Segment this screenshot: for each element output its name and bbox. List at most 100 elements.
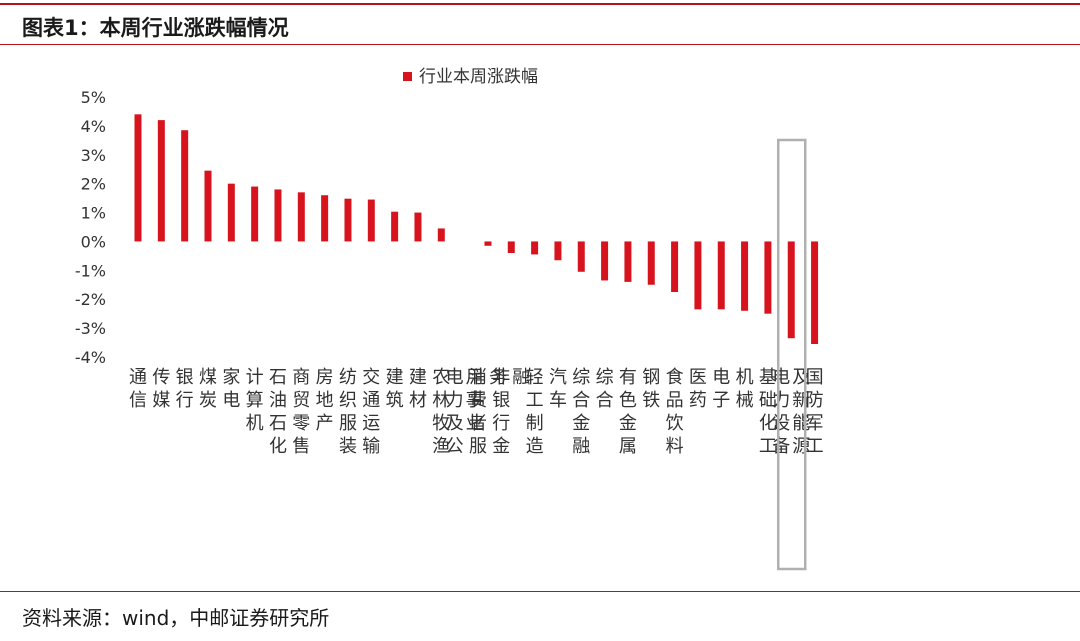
bar xyxy=(134,114,142,242)
svg-text:电子: 电子 xyxy=(712,367,730,411)
x-tick-label: 机械 xyxy=(736,367,754,411)
bar xyxy=(671,241,679,292)
y-tick-label: 2% xyxy=(81,175,106,194)
svg-text:融: 融 xyxy=(512,367,530,388)
y-tick-label: -1% xyxy=(75,261,106,280)
bar xyxy=(717,241,725,310)
top-rule xyxy=(0,3,1080,5)
x-tick-label: 计算机 xyxy=(246,367,264,434)
svg-text:计算机: 计算机 xyxy=(246,367,264,434)
x-tick-label: 交通运输 xyxy=(362,367,380,457)
y-tick-label: 3% xyxy=(81,146,106,165)
bar xyxy=(554,241,562,261)
svg-text:钢铁: 钢铁 xyxy=(642,367,660,411)
svg-text:轻工制造: 轻工制造 xyxy=(526,367,544,457)
x-tick-label: 综合 xyxy=(596,367,614,411)
legend-label: 行业本周涨跌幅 xyxy=(419,67,538,87)
svg-text:家电: 家电 xyxy=(222,367,240,411)
svg-text:电力设备: 电力设备 xyxy=(772,367,790,457)
source-note: 资料来源：wind，中邮证券研究所 xyxy=(22,606,330,630)
bar xyxy=(647,241,655,285)
svg-text:国防军工: 国防军工 xyxy=(806,367,824,457)
bar xyxy=(344,198,352,242)
svg-text:银行: 银行 xyxy=(176,367,194,411)
bar xyxy=(624,241,632,282)
svg-text:石油石化: 石油石化 xyxy=(269,367,287,457)
bar xyxy=(484,241,492,246)
svg-text:医药: 医药 xyxy=(689,367,707,411)
y-tick-label: -2% xyxy=(75,290,106,309)
x-tick-label: 煤炭 xyxy=(199,367,217,411)
bar xyxy=(741,241,749,311)
svg-text:农林牧渔: 农林牧渔 xyxy=(432,367,450,457)
bottom-rule xyxy=(0,591,1080,592)
svg-text:务: 务 xyxy=(489,367,507,388)
x-tick-label: 医药 xyxy=(689,367,707,411)
bar xyxy=(694,241,702,310)
bar xyxy=(787,241,795,339)
svg-text:房地产: 房地产 xyxy=(316,367,334,434)
bar xyxy=(227,183,235,242)
y-tick-label: -4% xyxy=(75,348,106,367)
y-tick-label: 4% xyxy=(81,117,106,136)
x-tick-label: 国防军工 xyxy=(806,367,824,457)
legend-swatch xyxy=(403,72,412,81)
svg-text:电力及公: 电力及公 xyxy=(446,367,464,457)
bar xyxy=(391,211,399,242)
bar xyxy=(507,241,515,253)
bar xyxy=(367,199,375,242)
x-tick-label: 银行 xyxy=(176,367,194,411)
x-tick-label: 轻工制造 xyxy=(526,367,544,457)
y-tick-label: -3% xyxy=(75,319,106,338)
svg-text:汽车: 汽车 xyxy=(549,367,567,411)
x-tick-label: 石油石化 xyxy=(269,367,287,457)
x-tick-label: 电子 xyxy=(712,367,730,411)
y-tick-label: 0% xyxy=(81,232,106,251)
x-tick-label: 纺织服装 xyxy=(339,367,357,457)
svg-text:传媒: 传媒 xyxy=(152,367,170,411)
svg-text:纺织服装: 纺织服装 xyxy=(339,367,357,457)
svg-text:综合金融: 综合金融 xyxy=(572,367,590,457)
bar xyxy=(414,212,422,242)
bar-chart: 行业本周涨跌幅 5% 4% 3% 2% 1% 0% -1% -2% -3% -4% 通信传媒银行煤炭家… xyxy=(75,67,824,571)
x-tick-label: 基础化工 xyxy=(759,367,777,457)
bar xyxy=(204,170,212,242)
svg-text:建筑: 建筑 xyxy=(386,367,404,411)
svg-text:机械: 机械 xyxy=(736,367,754,411)
bar xyxy=(251,186,259,242)
x-tick-label: 钢铁 xyxy=(642,367,660,411)
bar xyxy=(531,241,539,255)
svg-text:煤炭: 煤炭 xyxy=(199,367,217,411)
chart-title: 图表1：本周行业涨跌幅情况 xyxy=(22,16,289,40)
svg-text:消费者服: 消费者服 xyxy=(469,367,487,457)
x-tick-label: 汽车 xyxy=(549,367,567,411)
y-tick-label: 1% xyxy=(81,204,106,223)
svg-text:建材: 建材 xyxy=(409,367,427,411)
x-tick-label: 通信 xyxy=(129,367,147,411)
x-tick-label: 家电 xyxy=(222,367,240,411)
y-tick-label: 5% xyxy=(81,88,106,107)
x-tick-label: 综合金融 xyxy=(572,367,590,457)
bar xyxy=(157,120,165,242)
svg-text:交通运输: 交通运输 xyxy=(362,367,380,457)
x-tick-label: 农林牧渔 xyxy=(432,367,450,457)
bar xyxy=(601,241,609,281)
bar xyxy=(297,192,305,242)
bar xyxy=(437,228,445,242)
bar xyxy=(811,241,819,344)
x-tick-label: 传媒 xyxy=(152,367,170,411)
svg-text:商贸零售: 商贸零售 xyxy=(292,367,310,457)
x-tick-label: 建筑 xyxy=(386,367,404,411)
svg-text:综合: 综合 xyxy=(596,367,614,411)
svg-text:有色金属: 有色金属 xyxy=(619,367,637,457)
x-tick-label: 商贸零售 xyxy=(292,367,310,457)
highlight-box xyxy=(776,138,807,571)
svg-text:食品饮料: 食品饮料 xyxy=(666,367,684,457)
svg-text:基础化工: 基础化工 xyxy=(759,367,777,457)
svg-text:非银行金: 非银行金 xyxy=(492,367,510,457)
bar xyxy=(321,195,329,242)
bar xyxy=(764,241,772,314)
